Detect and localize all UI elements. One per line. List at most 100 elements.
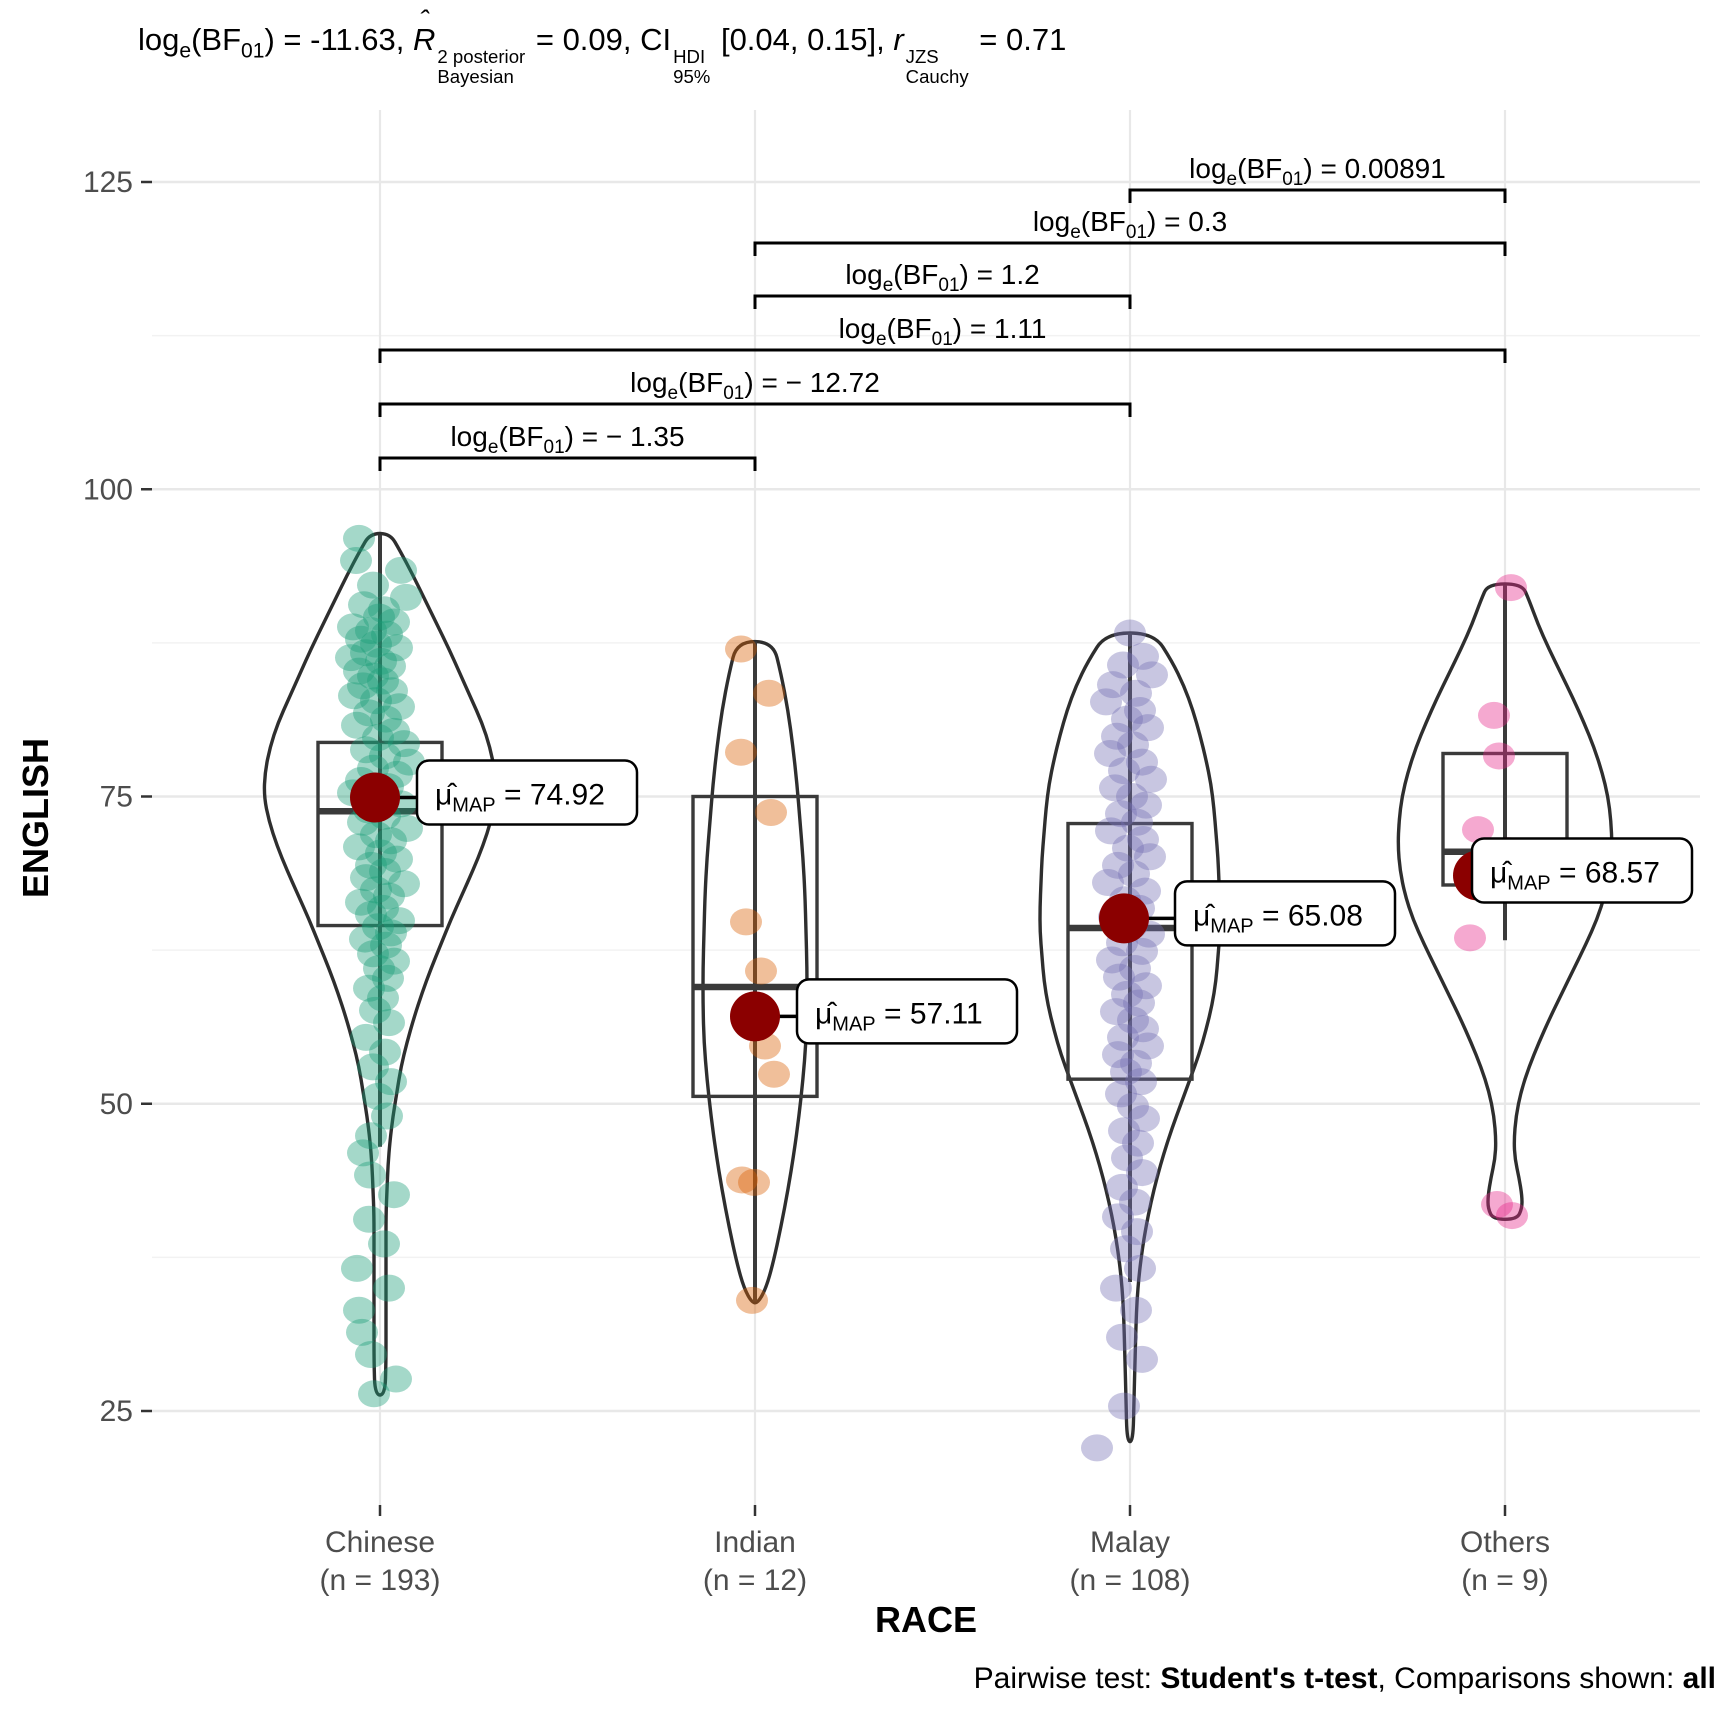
data-point (725, 635, 757, 663)
x-category-label: Chinese (325, 1526, 435, 1559)
data-point (378, 1181, 410, 1209)
data-point (368, 596, 400, 624)
data-point (371, 620, 403, 648)
bracket-label: loge(BF01) = − 1.35 (450, 421, 684, 458)
map-label-box (1470, 837, 1694, 904)
data-point (343, 657, 375, 685)
data-point (388, 870, 420, 898)
data-point (1130, 972, 1162, 1000)
data-point (1094, 739, 1126, 767)
data-point (745, 957, 777, 985)
comparison-bracket-1: loge(BF01) = 0.3 (753, 206, 1507, 256)
data-point (1101, 722, 1133, 750)
data-point (367, 894, 399, 922)
mean-dot (730, 991, 780, 1042)
data-point (1102, 1041, 1134, 1069)
data-point (350, 639, 382, 667)
data-point (369, 857, 401, 885)
data-point (1120, 1049, 1152, 1077)
data-point (348, 591, 380, 619)
y-tick-label: 25 (100, 1395, 133, 1428)
data-point (1117, 1006, 1149, 1034)
data-point (365, 647, 397, 675)
data-point (345, 625, 377, 653)
data-point (1103, 963, 1135, 991)
data-point (369, 1038, 401, 1066)
bracket-line (378, 402, 1132, 417)
jitter-points (725, 635, 790, 1314)
map-label-text: μ̂MAP = 74.92 (435, 778, 605, 816)
data-point (1108, 1392, 1140, 1420)
data-point (1081, 1434, 1113, 1462)
data-point (1130, 791, 1162, 819)
data-point (360, 687, 392, 715)
comparison-bracket-0: loge(BF01) = 0.00891 (1128, 153, 1507, 203)
data-point (357, 571, 389, 599)
data-point (1495, 574, 1527, 602)
data-point (381, 634, 413, 662)
data-point (388, 730, 420, 758)
x-category-label: Malay (1090, 1526, 1170, 1559)
data-point (362, 1082, 394, 1110)
data-point (1496, 1202, 1528, 1230)
jitter-points (1081, 619, 1168, 1462)
data-point (1102, 851, 1134, 879)
data-point (736, 1286, 768, 1314)
data-point (341, 1254, 373, 1282)
data-point (358, 1380, 390, 1408)
data-point (738, 1168, 770, 1196)
data-point (1106, 1323, 1138, 1351)
x-category-n: (n = 193) (320, 1564, 441, 1597)
data-point (374, 652, 406, 680)
data-point (1121, 808, 1153, 836)
data-point (353, 699, 385, 727)
data-point (335, 644, 367, 672)
data-point (343, 833, 375, 861)
data-point (370, 705, 402, 733)
y-tick-label: 50 (100, 1088, 133, 1121)
data-point (1111, 980, 1143, 1008)
map-label-text: μ̂MAP = 68.57 (1490, 857, 1660, 895)
data-point (1107, 651, 1139, 679)
data-point (1102, 1203, 1134, 1231)
data-point (357, 940, 389, 968)
data-point (1135, 765, 1167, 793)
axes: 125 100 75 50 25 Chinese (n = 193) Indian (n = 1… (15, 166, 1550, 1640)
data-point (1110, 1058, 1142, 1086)
data-point (347, 1139, 379, 1167)
data-point (347, 672, 379, 700)
data-point (1481, 1191, 1513, 1219)
data-point (1090, 688, 1122, 716)
data-point (373, 1274, 405, 1302)
data-point (1114, 619, 1146, 647)
data-point (360, 821, 392, 849)
data-point (1119, 1188, 1151, 1216)
data-point (378, 717, 410, 745)
data-point (350, 864, 382, 892)
data-point (391, 814, 423, 842)
data-point (1111, 1144, 1143, 1172)
y-tick-label: 125 (83, 166, 133, 199)
data-point (360, 876, 392, 904)
data-point (1120, 1296, 1152, 1324)
data-point (381, 845, 413, 873)
data-point (375, 919, 407, 947)
data-point (360, 630, 392, 658)
data-point (726, 1166, 758, 1194)
data-point (371, 1102, 403, 1130)
data-point (383, 907, 415, 935)
data-point (1127, 642, 1159, 670)
data-point (355, 617, 387, 645)
data-point (1095, 817, 1127, 845)
data-point (1106, 1173, 1138, 1201)
map-label-text: μ̂MAP = 57.11 (815, 997, 983, 1035)
bracket-label: loge(BF01) = 0.3 (1033, 206, 1227, 243)
data-point (1134, 843, 1166, 871)
data-point (359, 996, 391, 1024)
map-label-box (415, 759, 639, 826)
data-point (380, 1365, 412, 1393)
data-point (370, 931, 402, 959)
data-point (338, 682, 370, 710)
data-point (1108, 1117, 1140, 1145)
data-point (355, 1122, 387, 1150)
